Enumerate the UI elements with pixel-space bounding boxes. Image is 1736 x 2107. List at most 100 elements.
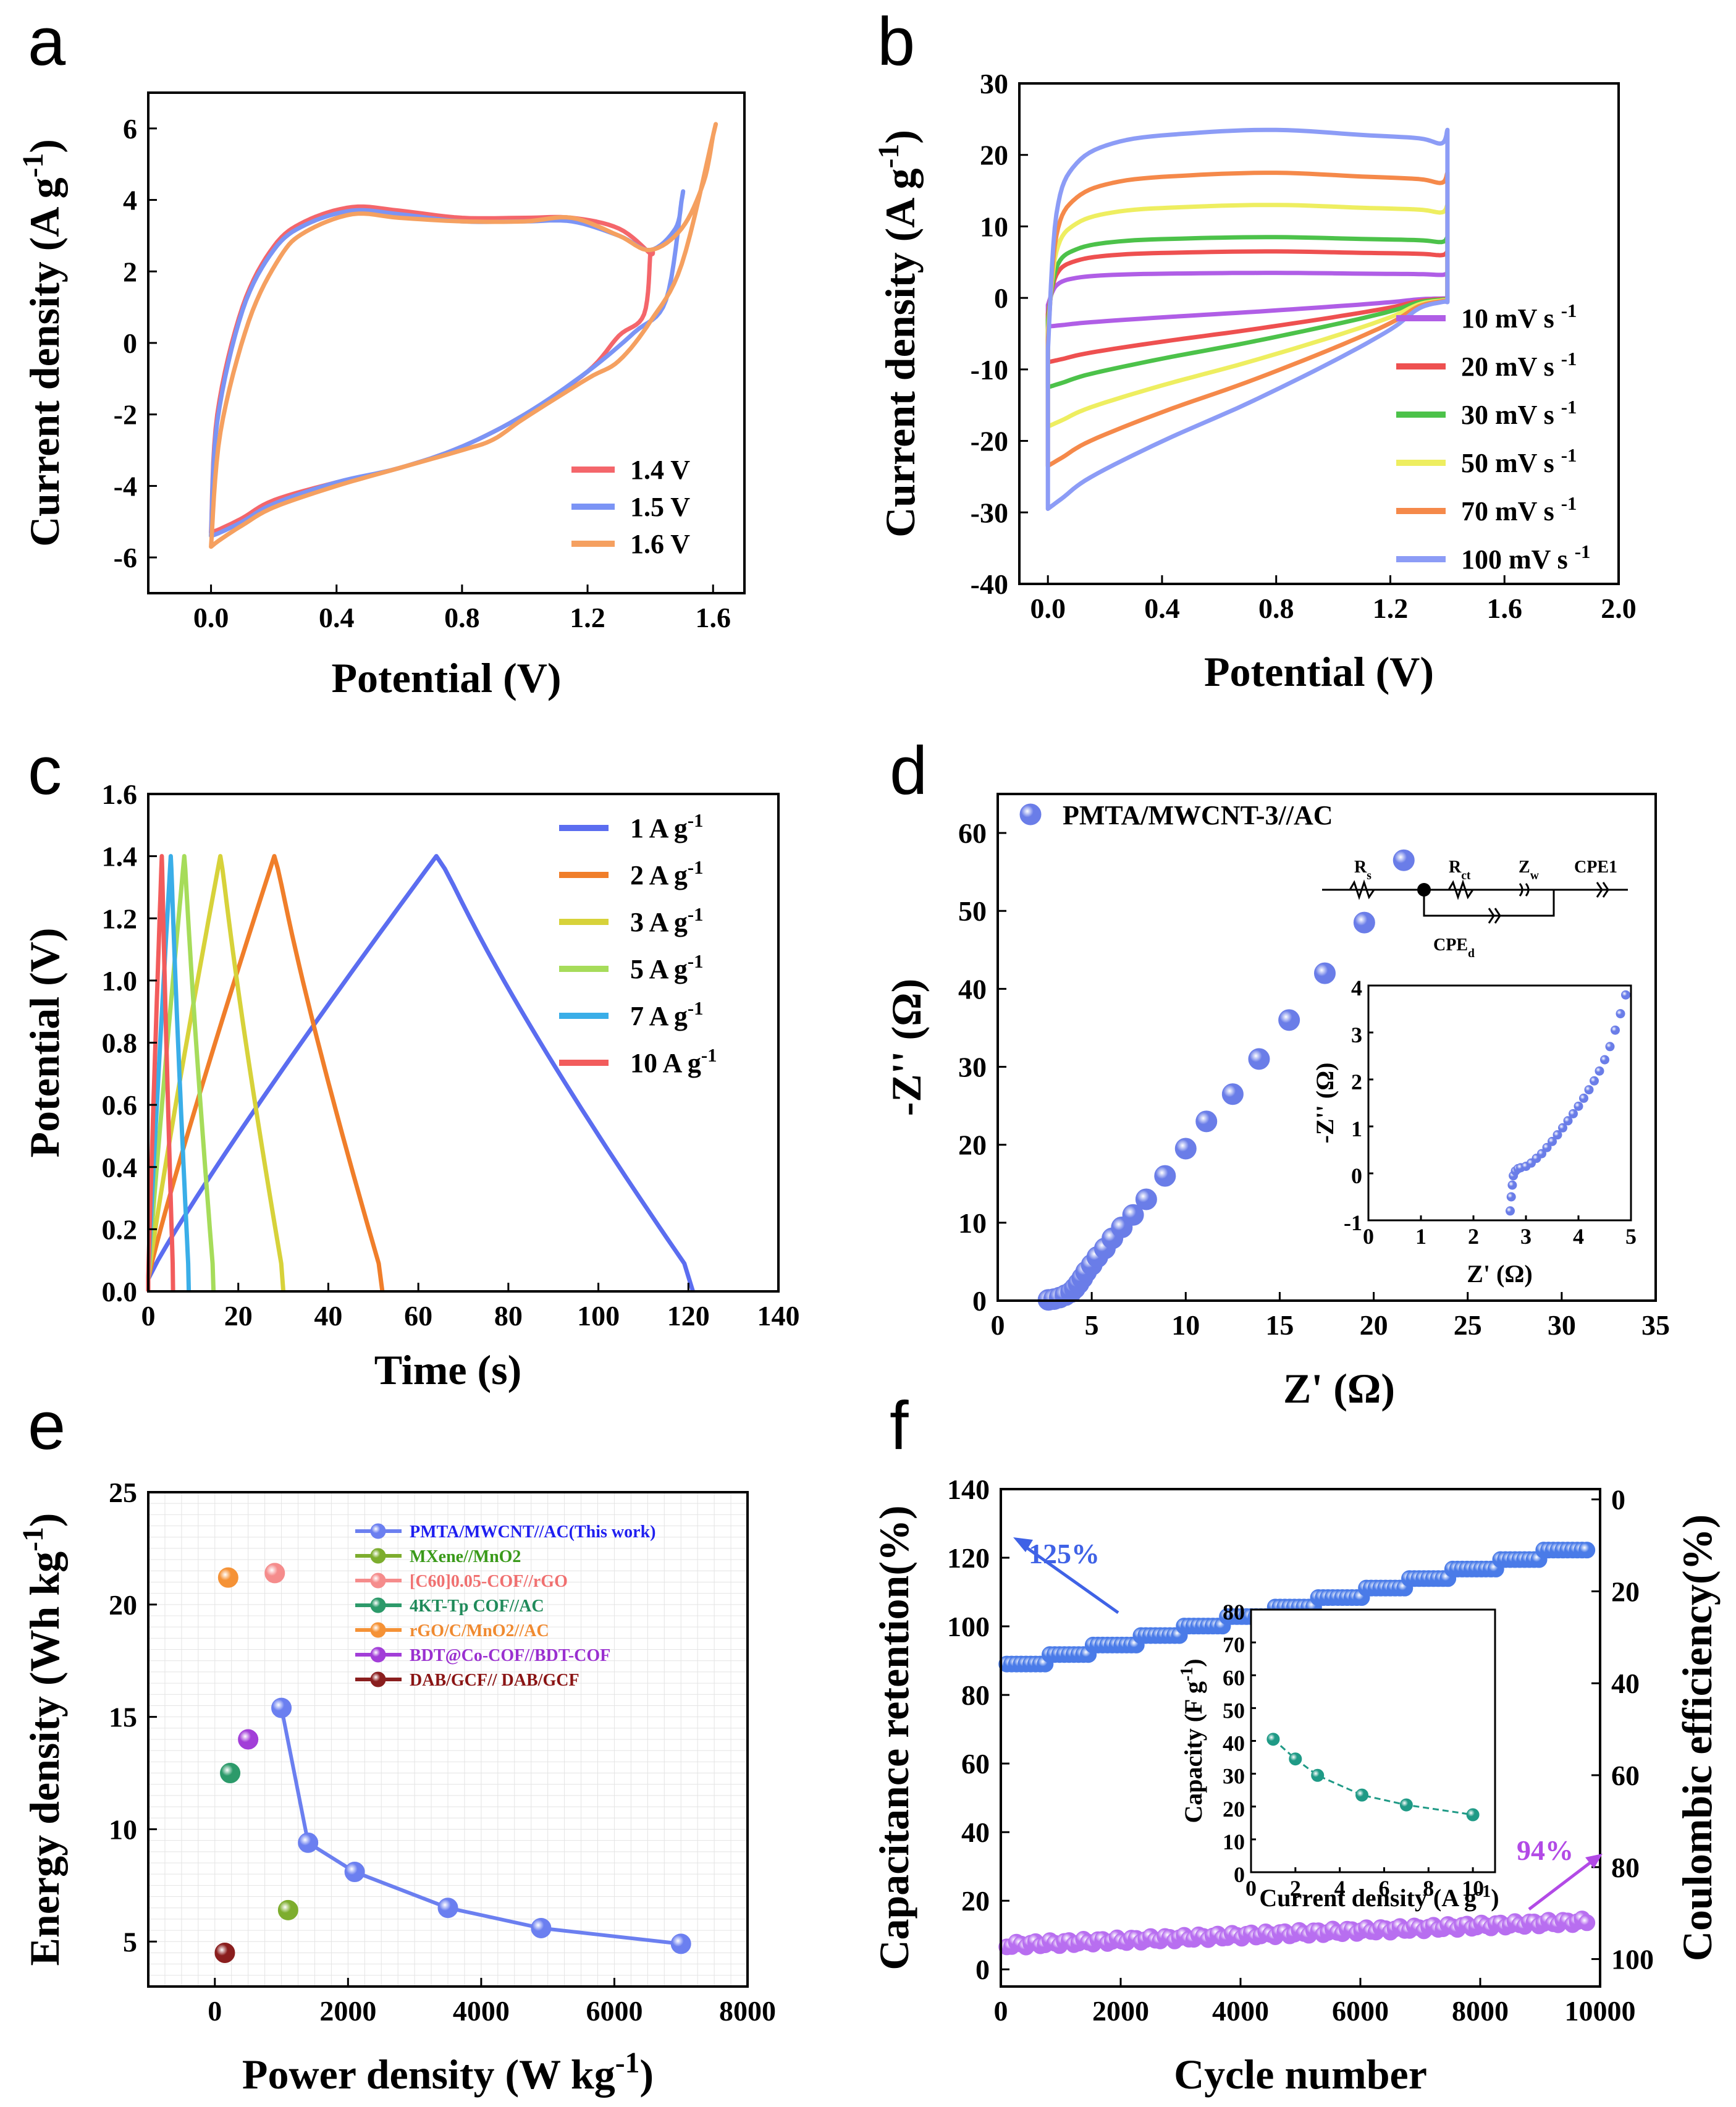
legend-label-b: 100 mV s -1 xyxy=(1461,541,1590,575)
y-tick-label-c: 0.8 xyxy=(102,1028,138,1059)
legend-label-c: 7 A g-1 xyxy=(630,998,704,1031)
x-tick-label-f-inset: 2 xyxy=(1290,1876,1301,1901)
y-tick-label-e: 5 xyxy=(123,1926,137,1957)
x-tick-label-c: 80 xyxy=(494,1300,523,1332)
x-tick-label-f: 2000 xyxy=(1092,1995,1149,2027)
cv-curve-1.6V xyxy=(209,122,718,549)
inset-point-d xyxy=(1506,1206,1515,1216)
y-tick-label-f-inset: 80 xyxy=(1223,1600,1245,1624)
y-axis-title-e: Energy density (Wh kg-1) xyxy=(17,1513,68,1966)
legend-label-c: 2 A g-1 xyxy=(630,857,704,890)
y-tick-label-c: 0.2 xyxy=(102,1214,138,1245)
x-tick-label-d-inset: 3 xyxy=(1520,1224,1532,1249)
ragone-point-e xyxy=(271,1697,292,1718)
x-axis-title-e: Power density (W kg-1) xyxy=(242,2047,654,2098)
x-tick-label-d-inset: 4 xyxy=(1573,1224,1584,1249)
x-tick-label-f: 6000 xyxy=(1332,1995,1389,2027)
inset-point-d xyxy=(1563,1116,1573,1126)
x-axis-title-a: Potential (V) xyxy=(331,654,561,701)
y-tick-label-e: 10 xyxy=(109,1814,137,1845)
x-tick-label-b: 0.8 xyxy=(1258,593,1294,624)
y-tick-label-a: 2 xyxy=(123,256,137,287)
inset-point-d xyxy=(1548,1136,1557,1146)
y2-tick-label-f: 60 xyxy=(1611,1760,1640,1791)
circuit-label-rs: Rs xyxy=(1354,858,1372,882)
inset-bg-d xyxy=(1368,986,1631,1220)
x-tick-label-b: 1.6 xyxy=(1486,593,1522,624)
gcd-curve-c xyxy=(146,854,175,1292)
equivalent-circuit: Rs Rct Zw CPE1 CPEd xyxy=(1322,858,1628,960)
circuit-label-zw: Zw xyxy=(1519,858,1540,882)
y2-tick-label-f: 100 xyxy=(1611,1944,1654,1975)
y-tick-label-f-inset: 50 xyxy=(1223,1698,1245,1723)
y-tick-label-f: 80 xyxy=(961,1679,990,1711)
legend-label-e: 4KT-Tp COF//AC xyxy=(410,1597,544,1616)
y-tick-label-f-inset: 0 xyxy=(1234,1862,1245,1887)
legend-label-a: 1.6 V xyxy=(630,529,690,559)
x-tick-label-a: 1.6 xyxy=(695,602,731,633)
plot-frame-b xyxy=(1018,82,1620,585)
cped-element xyxy=(1488,908,1501,924)
ragone-point-e xyxy=(298,1832,319,1853)
panel-letter-f: f xyxy=(890,1388,909,1464)
annotation-arrow-f xyxy=(1021,1543,1119,1615)
y2-tick-label-f: 40 xyxy=(1611,1668,1640,1699)
x-tick-label-f-inset: 0 xyxy=(1245,1876,1257,1901)
inset-x-title-f: Current density (A g-1) xyxy=(1259,1882,1499,1912)
eis-point xyxy=(1195,1110,1218,1133)
y-tick-label-b: -10 xyxy=(971,354,1008,386)
plot-frame-f xyxy=(1000,1488,1601,1988)
legend-label-b: 50 mV s -1 xyxy=(1461,445,1577,478)
y-tick-label-f: 140 xyxy=(947,1474,990,1505)
x-tick-label-f: 0 xyxy=(994,1995,1008,2027)
y-tick-label-d-inset: 1 xyxy=(1351,1117,1362,1141)
eis-point xyxy=(1221,1083,1244,1105)
y-tick-label-f-inset: 60 xyxy=(1223,1665,1245,1690)
ragone-point-e xyxy=(277,1899,298,1920)
y-tick-label-f: 60 xyxy=(961,1748,990,1780)
eis-point xyxy=(1154,1165,1176,1187)
x-tick-label-f: 8000 xyxy=(1452,1995,1509,2027)
legend-label-b: 20 mV s -1 xyxy=(1461,348,1577,382)
eis-point xyxy=(1174,1138,1197,1160)
annotation-label-f: 125% xyxy=(1029,1538,1100,1569)
eis-point xyxy=(1248,1048,1270,1070)
y-tick-label-f: 120 xyxy=(947,1542,990,1574)
inset-point-d xyxy=(1506,1192,1516,1202)
inset-point-d xyxy=(1605,1042,1615,1052)
y-tick-label-d-inset: 0 xyxy=(1351,1163,1362,1188)
cpe1-element xyxy=(1596,882,1609,898)
inset-point-d xyxy=(1553,1130,1562,1140)
y-axis-title-c: Potential (V) xyxy=(21,927,68,1157)
inset-point-d xyxy=(1595,1066,1604,1076)
y-tick-label-c: 0.6 xyxy=(102,1089,138,1121)
annotation-arrowhead-f xyxy=(1013,1537,1033,1552)
x-tick-label-a: 0.8 xyxy=(444,602,480,633)
y-tick-label-b: 0 xyxy=(994,282,1008,314)
annotation-arrowhead-f xyxy=(1585,1854,1603,1868)
legend-label-c: 3 A g-1 xyxy=(630,904,704,937)
x-tick-label-c: 40 xyxy=(314,1300,342,1332)
legend-label-e: BDT@Co-COF//BDT-COF xyxy=(410,1646,610,1665)
legend-label-c: 10 A g-1 xyxy=(630,1045,717,1078)
y-tick-label-f-inset: 40 xyxy=(1223,1731,1245,1756)
y-tick-label-c: 1.4 xyxy=(102,841,138,872)
y-tick-label-f-inset: 70 xyxy=(1223,1632,1245,1657)
inset-bg-f xyxy=(1251,1610,1495,1872)
ragone-point-e xyxy=(670,1933,691,1954)
y-tick-label-e: 25 xyxy=(109,1477,137,1508)
y-tick-label-a: 0 xyxy=(123,327,137,359)
y-tick-label-c: 1.0 xyxy=(102,965,138,997)
chart-b: b 0.0 0.4 0.8 1.2 1.6 2.0 -40 -30 -20 -10 0 10 20 30 Po… xyxy=(873,4,1637,695)
circuit-parallel-wire xyxy=(1423,890,1555,917)
inset-point-d xyxy=(1590,1076,1599,1086)
inset-x-title-d: Z' (Ω) xyxy=(1467,1260,1532,1288)
y-tick-label-b: -30 xyxy=(971,497,1008,528)
inset-point-d xyxy=(1542,1142,1552,1152)
gcd-curve-c xyxy=(146,854,385,1292)
x-tick-label-a: 0.4 xyxy=(319,602,355,633)
y-tick-label-e: 20 xyxy=(109,1589,137,1621)
inset-point-d xyxy=(1584,1085,1594,1095)
circuit-label-cped: CPEd xyxy=(1433,935,1475,960)
